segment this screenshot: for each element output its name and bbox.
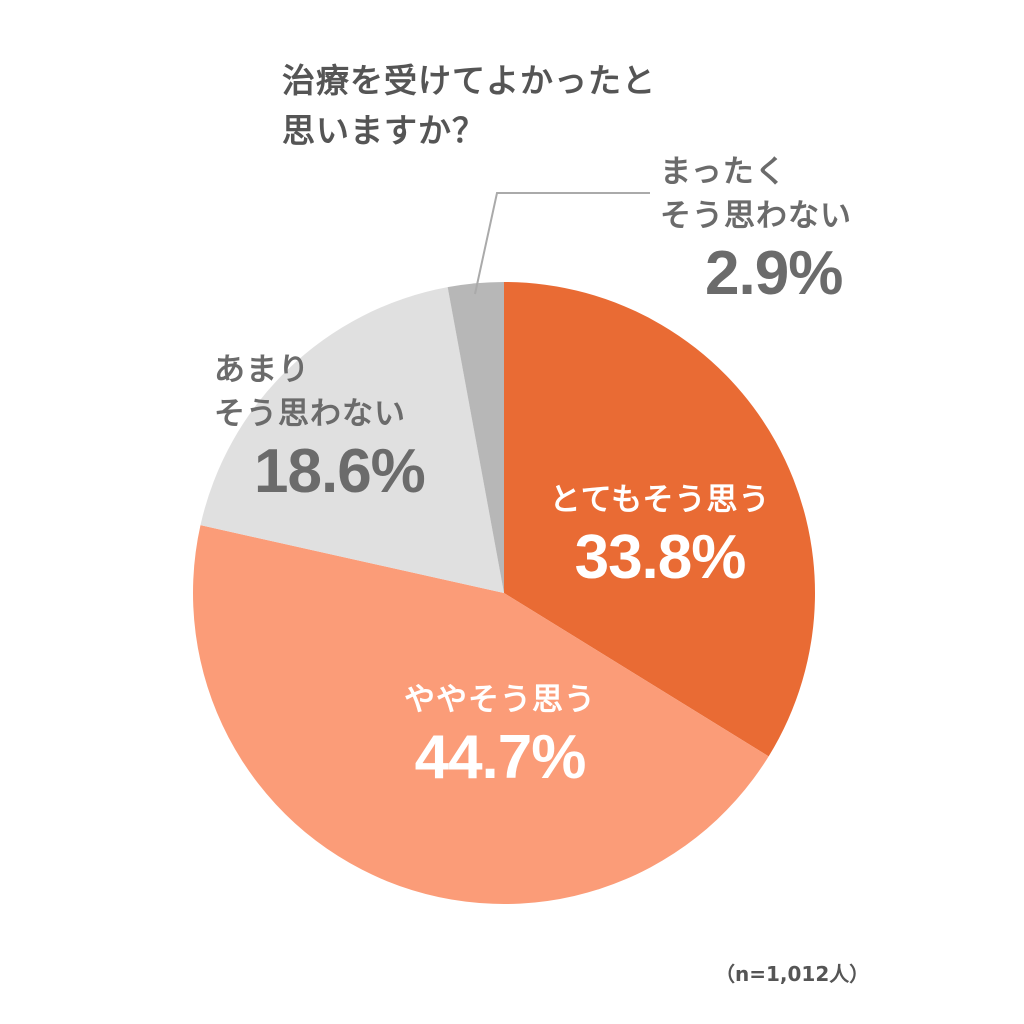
slice-label-very-much: とてもそう思う 33.8%: [510, 478, 810, 594]
chart-title-line-1: 治療を受けてよかったと: [282, 61, 656, 100]
slice-label-line-2: そう思わない: [660, 198, 852, 234]
slice-label-line-2: そう思わない: [214, 396, 406, 432]
slice-label-text: ややそう思う: [404, 682, 596, 718]
chart-title: 治療を受けてよかったと 思いますか？: [282, 56, 656, 156]
leader-line: [474, 192, 650, 295]
slice-label-value: 18.6%: [254, 437, 426, 506]
slice-label-not-much: あまり そう思わない 18.6%: [214, 348, 426, 508]
slice-somewhat: [193, 525, 769, 904]
chart-title-line-2: 思いますか？: [282, 111, 486, 150]
slice-not-at-all: [447, 282, 504, 593]
slice-label-value: 44.7%: [414, 723, 587, 792]
slice-label-line-1: まったく: [660, 154, 787, 190]
slice-label-not-at-all: まったく そう思わない 2.9%: [660, 150, 852, 310]
slice-label-line-1: あまり: [214, 352, 310, 388]
slice-label-somewhat: ややそう思う 44.7%: [350, 678, 650, 794]
slice-label-value: 2.9%: [705, 239, 843, 308]
slice-label-value: 33.8%: [574, 523, 747, 592]
sample-size-note: （n=1,012人）: [715, 962, 870, 986]
slice-not-much: [200, 287, 505, 593]
slice-label-text: とてもそう思う: [549, 482, 771, 518]
slice-very-much: [504, 282, 816, 757]
